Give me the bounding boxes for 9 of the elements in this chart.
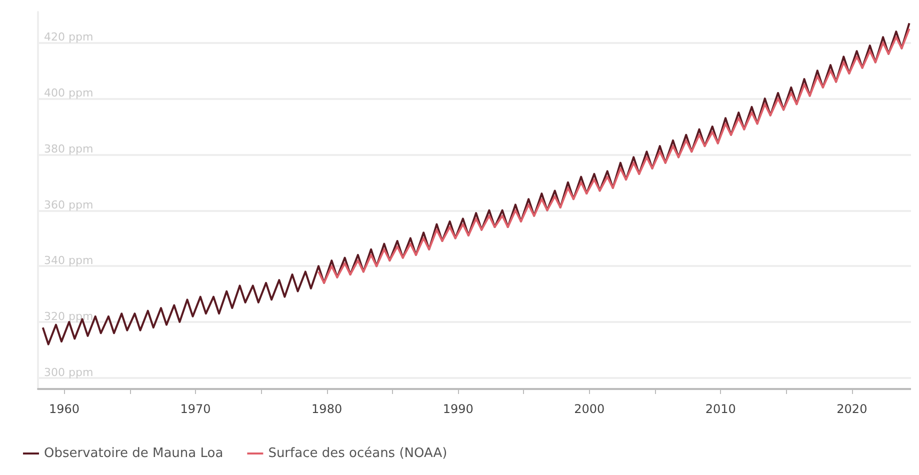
- legend-label: Surface des océans (NOAA): [268, 446, 448, 461]
- x-tick-label: 1980: [312, 402, 342, 416]
- x-tick-label: 2020: [836, 402, 868, 416]
- legend-label: Observatoire de Mauna Loa: [44, 446, 224, 461]
- x-tick-label: 1960: [48, 402, 80, 416]
- x-tick-label: 1970: [180, 402, 211, 416]
- x-tick-label: 1990: [442, 402, 474, 416]
- x-tick-label: 2010: [705, 402, 736, 416]
- x-tick-label: 2000: [574, 402, 605, 416]
